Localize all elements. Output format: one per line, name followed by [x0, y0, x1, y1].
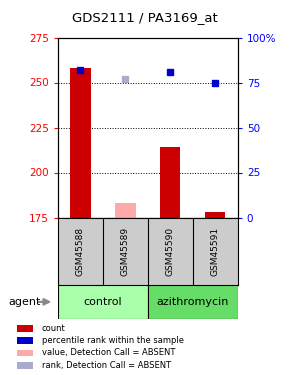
Text: count: count — [42, 324, 66, 333]
Text: rank, Detection Call = ABSENT: rank, Detection Call = ABSENT — [42, 361, 171, 370]
Bar — [17, 325, 34, 332]
Text: control: control — [84, 297, 122, 307]
Text: azithromycin: azithromycin — [157, 297, 229, 307]
Text: GDS2111 / PA3169_at: GDS2111 / PA3169_at — [72, 11, 218, 24]
Bar — [17, 350, 34, 356]
Bar — [148, 285, 238, 319]
Bar — [17, 338, 34, 344]
Text: GSM45589: GSM45589 — [121, 226, 130, 276]
Bar — [205, 212, 225, 217]
Text: percentile rank within the sample: percentile rank within the sample — [42, 336, 184, 345]
Bar — [115, 203, 135, 217]
Bar — [17, 362, 34, 369]
Bar — [160, 147, 180, 218]
Text: GSM45590: GSM45590 — [166, 226, 175, 276]
Text: value, Detection Call = ABSENT: value, Detection Call = ABSENT — [42, 348, 175, 357]
Text: agent: agent — [9, 297, 41, 307]
Text: GSM45588: GSM45588 — [76, 226, 85, 276]
Text: GSM45591: GSM45591 — [211, 226, 220, 276]
Bar — [70, 68, 90, 218]
Bar — [58, 285, 148, 319]
